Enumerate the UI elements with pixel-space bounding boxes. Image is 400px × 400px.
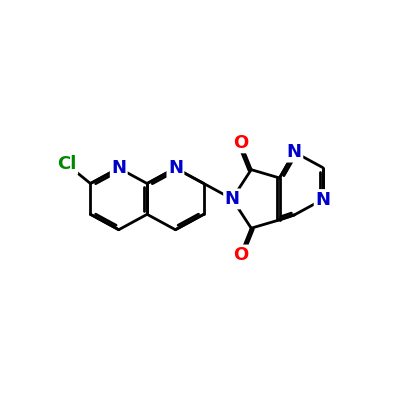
Text: N: N <box>168 159 183 177</box>
Text: N: N <box>111 159 126 177</box>
Text: Cl: Cl <box>57 156 77 174</box>
Text: O: O <box>233 246 248 264</box>
Text: N: N <box>225 190 240 208</box>
Text: N: N <box>315 190 330 208</box>
Text: N: N <box>287 143 302 161</box>
Text: O: O <box>233 134 248 152</box>
